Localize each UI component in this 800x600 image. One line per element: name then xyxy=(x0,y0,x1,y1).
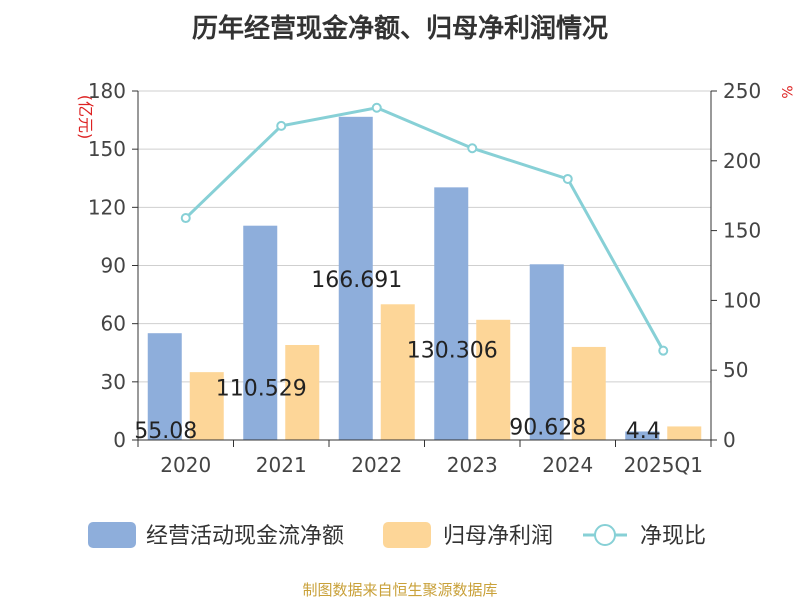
ratio-point xyxy=(562,173,573,184)
bar-netprofit xyxy=(476,319,511,440)
right-axis-tick-label: 0 xyxy=(723,428,736,452)
bar-netprofit xyxy=(380,304,415,440)
bar-cashflow xyxy=(434,187,469,440)
data-label: 130.306 xyxy=(407,338,498,363)
x-axis-tick-label: 2025Q1 xyxy=(624,453,703,477)
bar-cashflow xyxy=(529,264,564,440)
right-axis-unit-label: % xyxy=(778,85,794,98)
left-axis-tick-label: 120 xyxy=(88,195,126,219)
ratio-point xyxy=(276,120,287,131)
ratio-point xyxy=(658,345,669,356)
left-axis-tick-label: 90 xyxy=(101,254,126,278)
left-axis-unit-label: (亿元) xyxy=(76,95,95,140)
legend-label: 经营活动现金流净额 xyxy=(146,524,344,549)
data-label: 110.529 xyxy=(216,377,307,402)
chart-title: 历年经营现金净额、归母净利润情况 xyxy=(191,14,608,44)
bar-netprofit xyxy=(667,426,702,440)
bar-cashflow xyxy=(147,333,182,440)
ratio-line xyxy=(184,106,665,352)
left-axis-tick-label: 30 xyxy=(101,370,126,394)
legend-label: 归母净利润 xyxy=(443,524,553,549)
bar-netprofit xyxy=(189,372,224,440)
left-axis-tick-label: 60 xyxy=(101,312,126,336)
ratio-point xyxy=(371,102,382,113)
data-label: 166.691 xyxy=(311,268,402,293)
right-axis-tick-label: 50 xyxy=(723,358,748,382)
right-axis-tick-label: 100 xyxy=(723,288,761,312)
legend-swatch xyxy=(383,522,431,548)
data-label: 4.4 xyxy=(626,419,661,444)
x-axis-tick-label: 2023 xyxy=(447,453,498,477)
left-axis-tick-label: 180 xyxy=(88,79,126,103)
ratio-point xyxy=(180,213,191,224)
x-axis-tick-label: 2020 xyxy=(160,453,211,477)
bar-cashflow xyxy=(243,225,278,440)
x-axis-tick-label: 2024 xyxy=(542,453,593,477)
bar-netprofit xyxy=(571,346,606,440)
data-label: 90.628 xyxy=(509,415,586,440)
bar-cashflow xyxy=(625,431,660,440)
legend-swatch xyxy=(88,522,136,548)
data-label: 55.08 xyxy=(134,419,197,444)
legend-label: 净现比 xyxy=(640,524,706,549)
left-axis-tick-label: 0 xyxy=(113,428,126,452)
right-axis-tick-label: 250 xyxy=(723,79,761,103)
left-axis-tick-label: 150 xyxy=(88,137,126,161)
x-axis-tick-label: 2022 xyxy=(351,453,402,477)
right-axis-tick-label: 150 xyxy=(723,219,761,243)
ratio-point xyxy=(467,143,478,154)
bar-cashflow xyxy=(338,116,373,440)
bar-netprofit xyxy=(285,344,320,440)
data-source-footer: 制图数据来自恒生聚源数据库 xyxy=(302,581,498,599)
right-axis-tick-label: 200 xyxy=(723,149,761,173)
legend-line-marker xyxy=(594,524,616,546)
x-axis-tick-label: 2021 xyxy=(256,453,307,477)
